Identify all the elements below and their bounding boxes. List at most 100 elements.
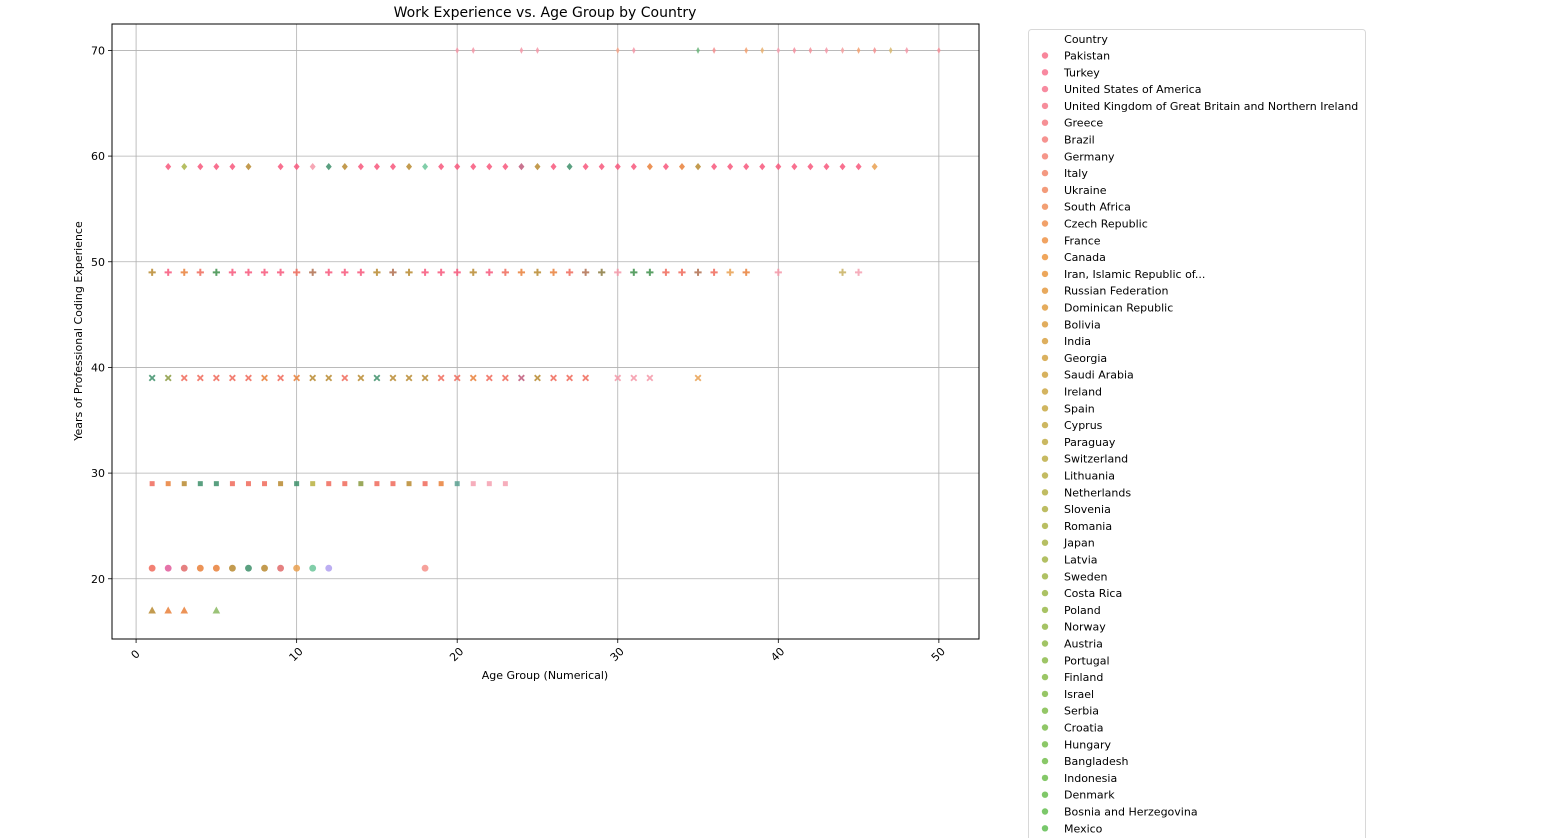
data-point — [325, 163, 332, 171]
data-point — [341, 374, 349, 382]
data-point — [726, 268, 734, 276]
legend-entry-label: Czech Republic — [1064, 218, 1148, 231]
data-point — [148, 606, 156, 614]
legend-entry-label: Lithuania — [1064, 470, 1115, 483]
data-point — [261, 564, 268, 572]
data-point — [213, 163, 220, 171]
data-point — [180, 374, 188, 382]
legend-entry-label: Costa Rica — [1064, 587, 1122, 600]
data-point — [775, 163, 782, 171]
legend-entry-label: Ukraine — [1064, 184, 1107, 197]
data-point — [646, 268, 654, 276]
data-point — [582, 268, 590, 276]
legend-marker — [1041, 337, 1049, 345]
data-point — [148, 268, 156, 276]
data-point — [422, 481, 428, 487]
legend-marker — [1041, 237, 1049, 244]
legend-marker — [1041, 270, 1049, 278]
legend-marker — [1041, 539, 1049, 546]
legend-marker — [1041, 388, 1049, 395]
data-point — [309, 163, 316, 171]
data-point — [358, 481, 364, 487]
y-tick-label: 60 — [91, 150, 105, 163]
plot-area-frame — [111, 23, 980, 640]
data-point — [373, 268, 381, 276]
legend-entry-label: Poland — [1064, 604, 1101, 617]
data-point — [838, 268, 847, 276]
data-point — [615, 47, 620, 54]
data-point — [212, 564, 220, 572]
legend-marker — [1041, 253, 1049, 261]
legend-marker — [1041, 421, 1049, 429]
data-point — [309, 268, 317, 276]
legend-marker — [1041, 186, 1049, 194]
data-point — [517, 374, 525, 382]
legend-marker — [1041, 589, 1049, 597]
data-point — [181, 481, 187, 487]
data-point — [374, 481, 380, 487]
legend-marker — [1041, 741, 1049, 748]
data-point — [421, 268, 429, 276]
legend-marker — [1041, 85, 1049, 93]
data-point — [164, 374, 172, 382]
data-point — [390, 481, 396, 487]
data-point — [760, 47, 765, 54]
data-point — [614, 163, 621, 171]
data-point — [678, 268, 686, 276]
legend-marker — [1041, 774, 1049, 782]
data-point — [534, 374, 541, 382]
data-point — [453, 374, 461, 382]
data-point — [582, 374, 590, 382]
data-point — [824, 47, 829, 54]
grid-lines — [112, 24, 979, 639]
legend-marker — [1041, 724, 1049, 731]
data-point — [727, 163, 734, 171]
data-point — [710, 268, 718, 276]
data-point — [486, 481, 492, 487]
data-point — [533, 268, 542, 276]
data-point — [774, 268, 782, 276]
data-point — [662, 268, 670, 276]
legend-entry-label: Germany — [1064, 150, 1115, 163]
data-point — [244, 268, 253, 276]
legend-entry-label: Finland — [1064, 671, 1103, 684]
legend-entry-label: Japan — [1063, 537, 1095, 550]
legend-entry-label: Slovenia — [1064, 503, 1111, 516]
legend-marker — [1041, 673, 1049, 681]
data-point — [325, 374, 333, 382]
y-tick-label: 30 — [91, 467, 105, 480]
data-point — [277, 163, 284, 171]
data-point — [694, 374, 702, 382]
data-points — [148, 47, 941, 614]
data-point — [486, 163, 493, 171]
data-point — [454, 481, 460, 487]
data-point — [293, 374, 301, 382]
data-point — [807, 163, 814, 171]
legend: Country Pakistan Turkey United States of A… — [1028, 29, 1366, 838]
legend-entry-label: United States of America — [1064, 83, 1201, 96]
legend-marker — [1041, 354, 1049, 362]
data-point — [196, 268, 204, 276]
legend-marker — [1041, 791, 1049, 798]
data-point — [373, 374, 381, 382]
data-point — [712, 47, 716, 54]
legend-entry-label: Switzerland — [1064, 453, 1128, 466]
legend-entry-label: Brazil — [1064, 134, 1095, 147]
data-point — [501, 374, 509, 382]
data-point — [341, 268, 349, 276]
data-point — [276, 268, 285, 276]
legend-marker — [1041, 573, 1049, 580]
data-point — [872, 47, 877, 54]
data-point — [453, 268, 461, 276]
y-tick-label: 70 — [91, 44, 105, 57]
y-tick-label: 50 — [91, 256, 105, 269]
data-point — [469, 268, 477, 276]
data-point — [212, 606, 221, 614]
legend-entry-label: Denmark — [1064, 789, 1115, 802]
legend-entry-label: Serbia — [1064, 705, 1099, 718]
data-point — [149, 481, 155, 487]
data-point — [422, 163, 429, 171]
legend-marker — [1041, 522, 1049, 530]
data-point — [164, 268, 172, 276]
